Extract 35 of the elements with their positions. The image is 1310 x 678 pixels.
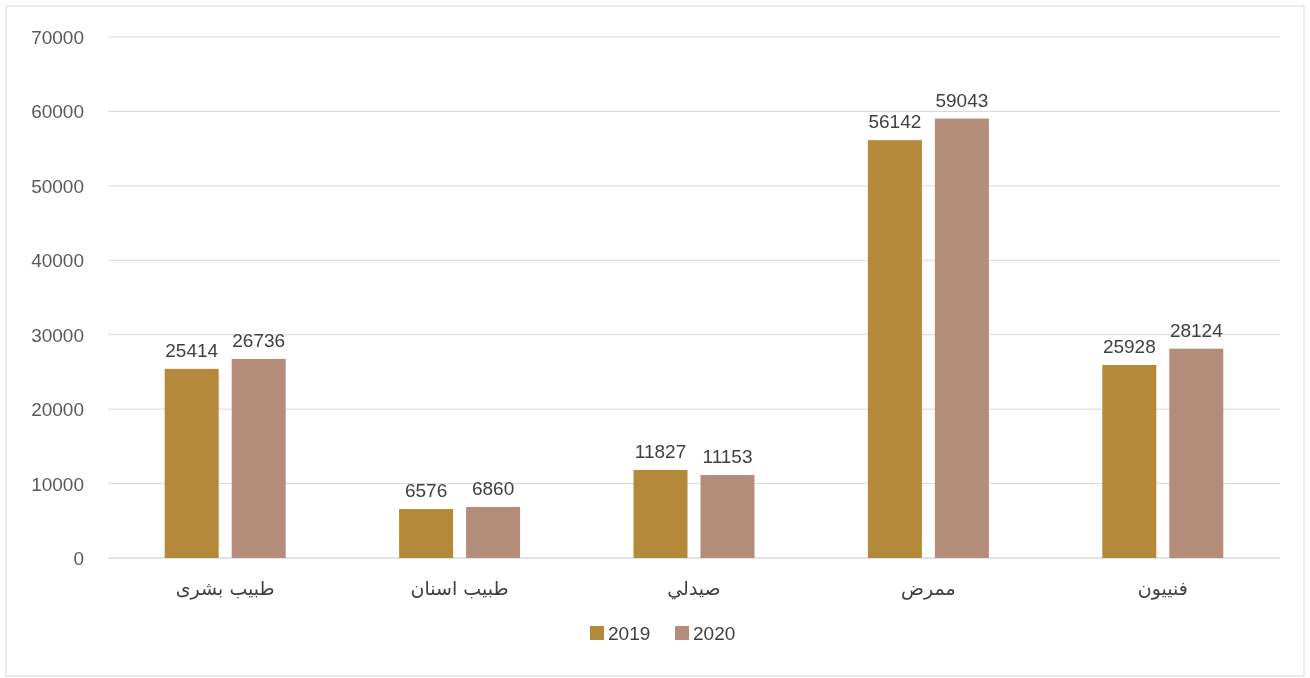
data-label: 25928 [1102, 336, 1156, 358]
data-label: 25414 [165, 339, 219, 361]
data-label: 6860 [471, 477, 515, 499]
x-tick-label: صيدلي [667, 577, 721, 600]
bar [934, 118, 989, 558]
data-label: 26736 [232, 330, 286, 352]
bar [867, 140, 922, 558]
bar [700, 474, 755, 558]
y-tick-label: 10000 [31, 473, 84, 495]
y-tick-label: 30000 [31, 324, 84, 346]
bar [466, 506, 521, 558]
data-label: 11153 [702, 445, 753, 467]
x-tick-label: ممرض [901, 577, 956, 600]
bar [633, 469, 688, 558]
bar [231, 359, 286, 558]
y-tick-label: 50000 [31, 175, 84, 197]
data-label: 28124 [1169, 319, 1224, 341]
x-tick-label: طبيب اسنان [410, 577, 509, 599]
y-tick-label: 20000 [31, 399, 84, 421]
y-tick-label: 0 [73, 548, 84, 569]
bar [399, 509, 454, 558]
legend-label: 2019 [608, 623, 651, 644]
bar [1169, 348, 1224, 558]
data-label: 6576 [404, 480, 448, 502]
data-label: 11827 [634, 440, 687, 462]
bar [164, 368, 219, 558]
data-label: 56142 [868, 111, 922, 133]
bar [1102, 365, 1157, 558]
x-tick-label: طبيب بشرى [175, 577, 275, 600]
legend-label: 2020 [693, 623, 736, 644]
y-tick-label: 60000 [31, 101, 84, 123]
y-tick-label: 40000 [31, 250, 84, 272]
y-tick-label: 70000 [31, 27, 84, 48]
x-tick-label: فنييون [1137, 577, 1188, 600]
data-label: 59043 [935, 89, 989, 111]
